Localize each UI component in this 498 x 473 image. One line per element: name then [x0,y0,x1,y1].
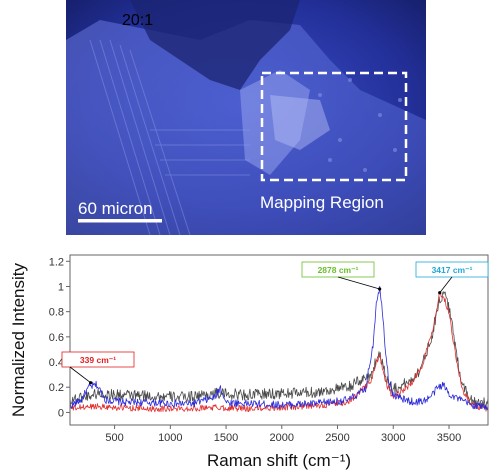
x-axis: 500 1000 1500 2000 2500 3000 3500 [105,425,461,444]
callout-arrowhead [378,287,382,291]
circuit-lines [89,39,250,235]
plot-frame [69,254,489,426]
y-axis-title: Normalized Intensity [9,263,28,418]
y-tick-label: 1.2 [49,256,64,268]
bright-band [240,70,310,175]
series-line [70,291,488,413]
peak-callout: 2878 cm⁻¹ [301,261,382,291]
bright-patch [270,95,330,150]
callout-label: 2878 cm⁻¹ [318,265,359,275]
scale-bar-label: 60 micron [78,199,153,218]
peak-annotations: 339 cm⁻¹ 2878 cm⁻¹ 3417 cm⁻¹ [61,261,489,385]
series-line [70,291,488,409]
x-tick-label: 3000 [381,432,405,444]
x-tick-label: 2500 [325,432,349,444]
callout-arrow [439,276,453,294]
callout-arrowhead [89,381,93,385]
callout-arrowhead [438,291,442,295]
x-tick-label: 1000 [158,432,182,444]
y-tick-label: 1 [58,281,64,293]
x-tick-label: 500 [105,432,123,444]
x-tick-label: 1500 [214,432,238,444]
y-tick-label: 0.4 [49,357,64,369]
magnification-label: 20:1 [122,12,153,29]
callout-label: 339 cm⁻¹ [80,355,116,365]
spectrum-chart: 0 0.2 0.4 0.6 0.8 1 1.2 500 1000 1500 2000 2500 300… [9,254,489,470]
mapping-region-box [260,71,408,182]
scale-bar [78,219,162,223]
y-tick-label: 0.2 [49,382,64,394]
peak-callout: 339 cm⁻¹ [61,351,135,385]
callout-arrow [69,366,91,384]
y-tick-label: 0 [58,407,64,419]
x-axis-title: Raman shift (cm⁻¹) [207,451,351,470]
series-line [70,285,488,411]
y-tick-label: 0.6 [49,332,64,344]
dark-film-region [130,0,300,90]
y-tick-label: 0.8 [49,307,64,319]
x-tick-label: 2000 [270,432,294,444]
callout-label: 3417 cm⁻¹ [432,265,473,275]
data-lines [70,285,488,413]
peak-callout: 3417 cm⁻¹ [415,261,489,295]
callout-box [61,351,135,368]
surface-dots [318,78,402,172]
callout-arrow [337,276,380,290]
mapping-region-label: Mapping Region [260,193,384,212]
x-tick-label: 3500 [437,432,461,444]
y-axis: 0 0.2 0.4 0.6 0.8 1 1.2 [49,256,70,419]
micrograph: 20:1 60 micron Mapping Region [66,0,426,235]
